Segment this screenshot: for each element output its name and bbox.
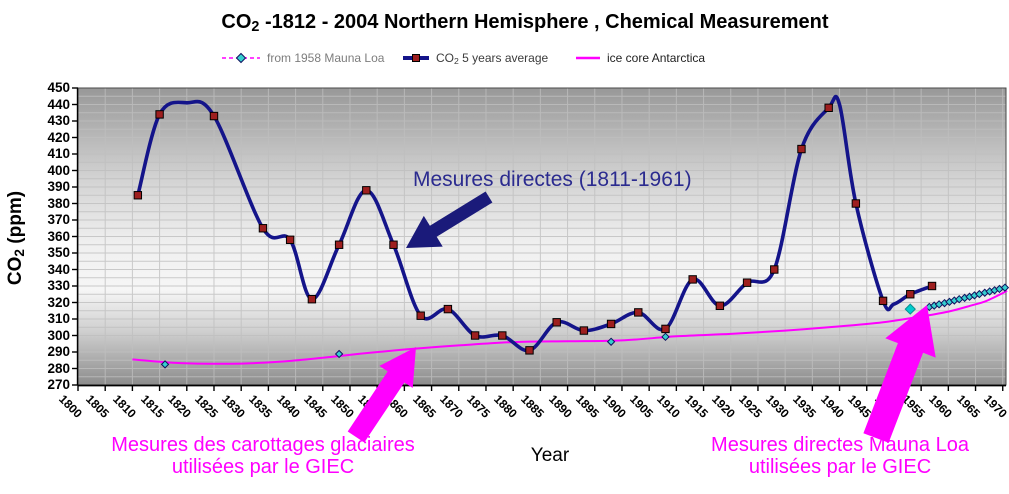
annotation-ice-core-line2: utilisées par le GIEC: [171, 456, 355, 478]
co2-data-point-marker: [688, 275, 697, 284]
mauna-loa-diamond-marker: [1000, 283, 1009, 292]
annotation-mauna-loa-line1: Mesures directes Mauna Loa: [711, 434, 969, 456]
y-tick-label: 410: [47, 146, 70, 161]
y-tick-label: 280: [47, 360, 70, 376]
co2-data-point-marker: [443, 304, 453, 314]
co2-data-point-marker: [258, 224, 268, 233]
ice-core-diamond-marker: [661, 332, 670, 342]
title-co: CO: [221, 11, 252, 33]
ice-core-legend-marker-icon: [576, 56, 600, 60]
annotation-ice-core-giec: Mesures des carottages glaciaires utilis…: [58, 434, 468, 478]
y-tick-label: 430: [47, 113, 70, 128]
annotation-mauna-loa-giec: Mesures directes Mauna Loa utilisées par…: [655, 434, 1009, 478]
axis-ticks: [72, 87, 1004, 391]
co2-data-point-marker: [362, 186, 371, 195]
co2-data-point-marker: [389, 240, 398, 249]
title-rest: -1812 - 2004 Northern Hemisphere , Chemi…: [259, 11, 829, 33]
ice-core-line: [132, 290, 1008, 365]
y-axis-label: CO2 (ppm): [5, 190, 27, 286]
co2-data-point-marker: [742, 278, 752, 287]
y-tick-label: 320: [47, 294, 70, 310]
ice-core-diamond-marker: [334, 349, 344, 359]
legend-label-co2-average: CO2 5 years average: [436, 51, 549, 66]
co2-average-legend-marker-icon: [403, 54, 429, 63]
legend-item-mauna-loa: from 1958 Mauna Loa: [221, 51, 384, 65]
y-tick-label: 360: [47, 228, 70, 244]
y-tick-label: 450: [47, 80, 70, 95]
co2-data-point-marker: [307, 295, 317, 304]
co2-data-point-marker: [133, 191, 143, 200]
co2-data-point-marker: [498, 331, 507, 340]
co2-data-point-marker: [579, 326, 589, 335]
co2-data-point-marker: [661, 324, 670, 334]
co2-data-point-marker: [552, 318, 561, 327]
y-tick-label: 440: [47, 96, 70, 112]
annotation-ice-core-line1: Mesures des carottages glaciaires: [111, 434, 415, 456]
y-tick-label: 420: [47, 129, 70, 145]
y-tick-label: 290: [47, 344, 70, 359]
co2-data-point-marker: [770, 265, 779, 274]
co2-data-point-marker: [715, 301, 725, 311]
y-tick-label: 330: [47, 278, 70, 293]
legend-label-mauna-loa: from 1958 Mauna Loa: [267, 51, 385, 65]
co2-data-point-marker: [334, 240, 344, 249]
co2-data-point-marker: [906, 290, 915, 299]
co2-data-point-marker: [824, 103, 833, 112]
y-tick-label: 340: [47, 261, 70, 277]
co2-data-point-marker: [634, 308, 643, 317]
legend-item-co2-average: CO2 5 years average: [402, 51, 548, 66]
y-tick-label: 390: [47, 179, 70, 194]
y-tick-label: 370: [47, 212, 70, 227]
chart-title: CO2 -1812 - 2004 Northern Hemisphere , C…: [40, 11, 1009, 35]
title-subscript: 2: [251, 19, 260, 36]
co2-data-point-marker: [606, 319, 616, 329]
co2-data-point-marker: [285, 235, 295, 245]
co2-data-point-marker: [209, 111, 219, 121]
co2-data-point-marker: [155, 110, 164, 119]
annotation-mauna-loa-line2: utilisées par le GIEC: [748, 456, 932, 478]
ice-core-diamond-marker: [160, 360, 170, 369]
y-tick-label: 310: [47, 311, 70, 326]
mauna-loa-legend-marker-icon: [222, 52, 260, 64]
co2-data-point-marker: [797, 144, 806, 154]
co2-data-point-marker: [525, 346, 534, 355]
y-tick-label: 270: [47, 377, 70, 392]
annotation-direct-measurements: Mesures directes (1811-1961): [413, 168, 692, 191]
y-tick-label: 300: [47, 327, 70, 343]
x-axis-label: Year: [530, 445, 570, 466]
co2-data-point-marker: [927, 281, 937, 291]
legend-item-ice-core: ice core Antarctica: [575, 51, 705, 65]
y-tick-label: 400: [47, 162, 70, 178]
co2-data-point-marker: [851, 199, 861, 208]
legend-label-ice-core: ice core Antarctica: [607, 51, 706, 65]
co2-data-point-marker: [416, 311, 425, 320]
y-tick-label: 380: [47, 195, 70, 211]
ice-core-diamond-marker: [606, 337, 616, 346]
co2-data-point-marker: [470, 331, 480, 340]
y-tick-label: 350: [47, 245, 70, 260]
co2-data-point-marker: [878, 296, 888, 306]
